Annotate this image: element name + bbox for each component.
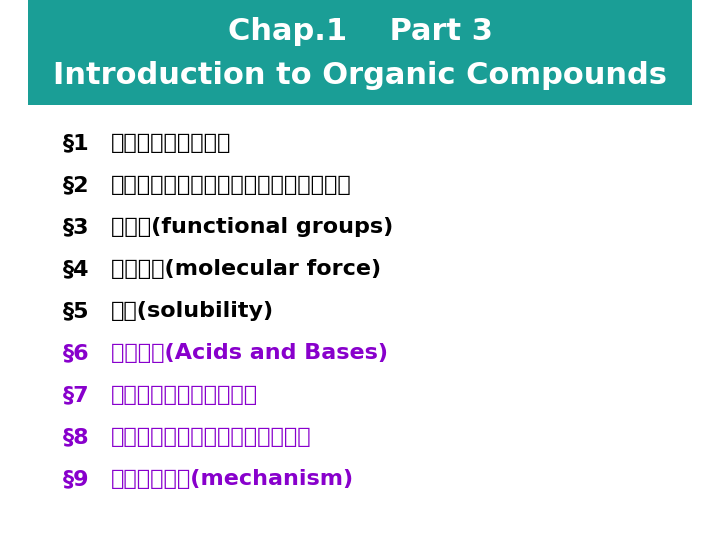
Text: Chap.1    Part 3: Chap.1 Part 3 <box>228 17 492 46</box>
Text: アルキル基（有機化合物の部分構造名）: アルキル基（有機化合物の部分構造名） <box>111 175 352 195</box>
Text: §1: §1 <box>63 133 90 153</box>
Text: 代表的な有機化合物: 代表的な有機化合物 <box>111 133 231 153</box>
Text: §4: §4 <box>63 259 89 279</box>
Text: 酸塩基反応としての有機化学反応: 酸塩基反応としての有機化学反応 <box>111 427 312 447</box>
Text: 有機反応機構(mechanism): 有機反応機構(mechanism) <box>111 469 354 489</box>
Text: §9: §9 <box>63 469 89 489</box>
Text: §2: §2 <box>63 175 89 195</box>
Text: §6: §6 <box>63 343 90 363</box>
Text: §8: §8 <box>63 427 90 447</box>
Text: §7: §7 <box>63 385 90 405</box>
Text: §5: §5 <box>63 301 89 321</box>
Text: 官能基(functional groups): 官能基(functional groups) <box>111 217 393 237</box>
Text: Introduction to Organic Compounds: Introduction to Organic Compounds <box>53 60 667 90</box>
FancyBboxPatch shape <box>28 0 692 105</box>
Text: §3: §3 <box>63 217 89 237</box>
Text: 分子間力(molecular force): 分子間力(molecular force) <box>111 259 381 279</box>
Text: 酸塩基性と構造との関係: 酸塩基性と構造との関係 <box>111 385 258 405</box>
Text: 溶解(solubility): 溶解(solubility) <box>111 301 274 321</box>
Text: 酸と塩基(Acids and Bases): 酸と塩基(Acids and Bases) <box>111 343 388 363</box>
